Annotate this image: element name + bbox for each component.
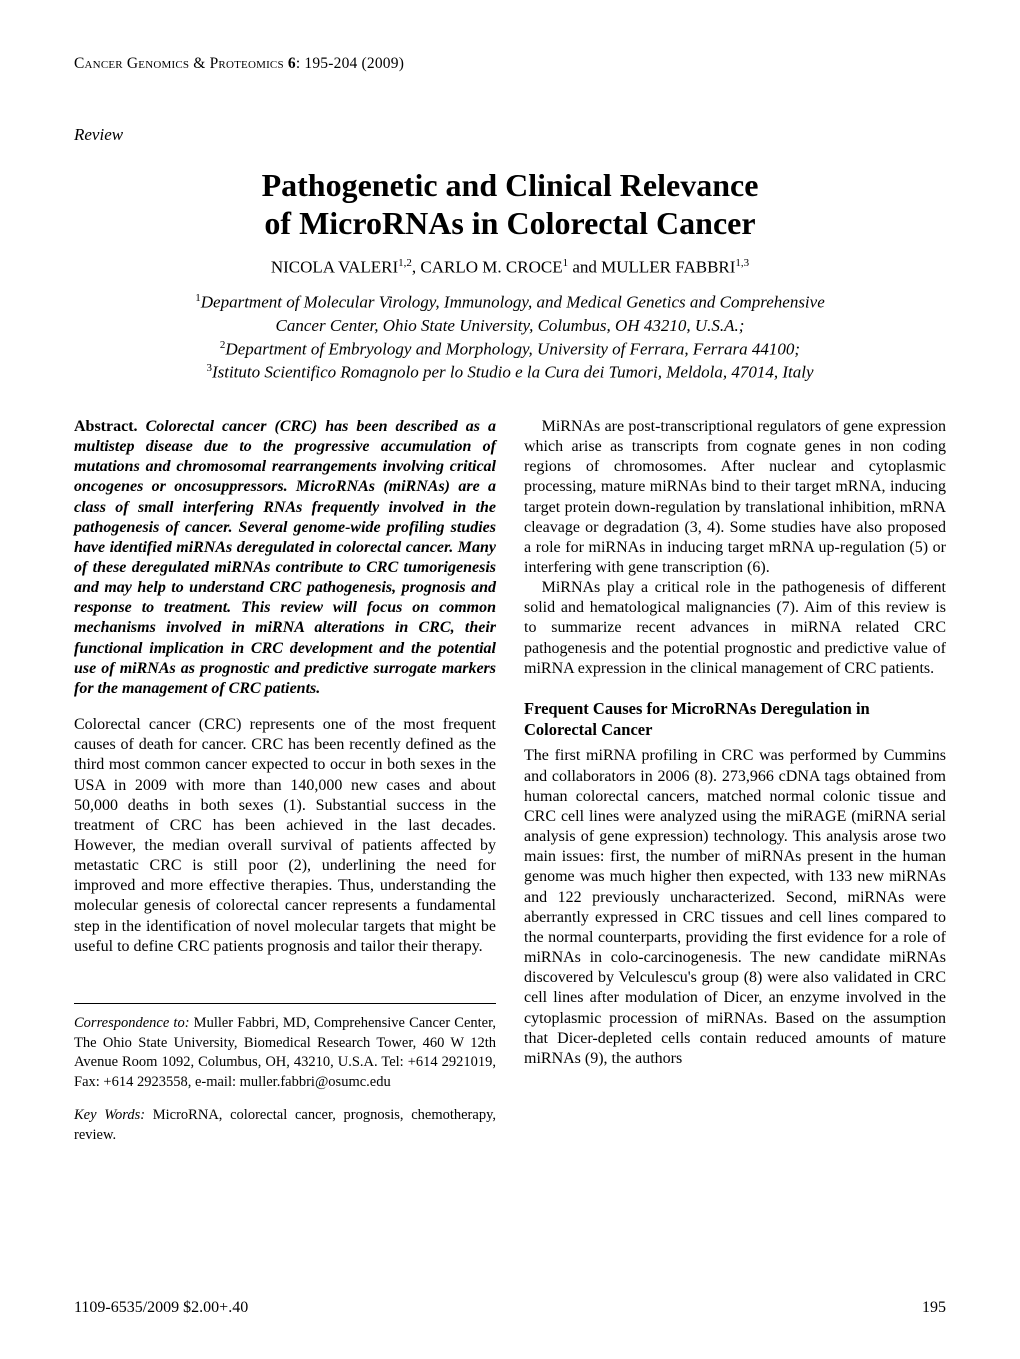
affiliation-1b: Cancer Center, Ohio State University, Co… [74,315,946,338]
section-heading-frequent-causes: Frequent Causes for MicroRNAs Deregulati… [524,699,946,741]
article-type: Review [74,125,946,145]
journal-name: Cancer Genomics & Proteomics [74,55,288,72]
correspondence-block: Correspondence to: Muller Fabbri, MD, Co… [74,1003,496,1145]
title-line-1: Pathogenetic and Clinical Relevance [262,167,759,203]
intro-paragraph: Colorectal cancer (CRC) represents one o… [74,715,496,957]
authors: NICOLA VALERI1,2, CARLO M. CROCE1 and MU… [74,257,946,278]
footer-page-number: 195 [922,1299,946,1317]
keywords-label: Key Words: [74,1107,145,1123]
running-head: Cancer Genomics & Proteomics 6: 195-204 … [74,55,946,73]
body-p3: The first miRNA profiling in CRC was per… [524,746,946,1069]
abstract-label: Abstract. [74,418,138,435]
keywords: Key Words: MicroRNA, colorectal cancer, … [74,1106,496,1145]
footer-code: 1109-6535/2009 $2.00+.40 [74,1299,248,1317]
correspondence-label: Correspondence to: [74,1015,190,1031]
article-title: Pathogenetic and Clinical Relevance of M… [74,167,946,243]
volume: 6 [288,55,296,72]
abstract: Abstract. Colorectal cancer (CRC) has be… [74,417,496,699]
page: Cancer Genomics & Proteomics 6: 195-204 … [0,0,1020,1359]
pages-year: : 195-204 (2009) [296,55,404,72]
body-columns: Abstract. Colorectal cancer (CRC) has be… [74,417,946,1145]
body-p1: MiRNAs are post-transcriptional regulato… [524,417,946,578]
affiliation-2: 2Department of Embryology and Morphology… [74,338,946,362]
correspondence: Correspondence to: Muller Fabbri, MD, Co… [74,1014,496,1092]
spacer [74,699,496,715]
body-p2: MiRNAs play a critical role in the patho… [524,578,946,679]
page-footer: 1109-6535/2009 $2.00+.40 195 [74,1299,946,1317]
abstract-text: Colorectal cancer (CRC) has been describ… [74,418,496,697]
affiliations: 1Department of Molecular Virology, Immun… [74,291,946,385]
title-line-2: of MicroRNAs in Colorectal Cancer [264,205,755,241]
affiliation-1a: 1Department of Molecular Virology, Immun… [74,291,946,315]
affiliation-3: 3Istituto Scientifico Romagnolo per lo S… [74,361,946,385]
